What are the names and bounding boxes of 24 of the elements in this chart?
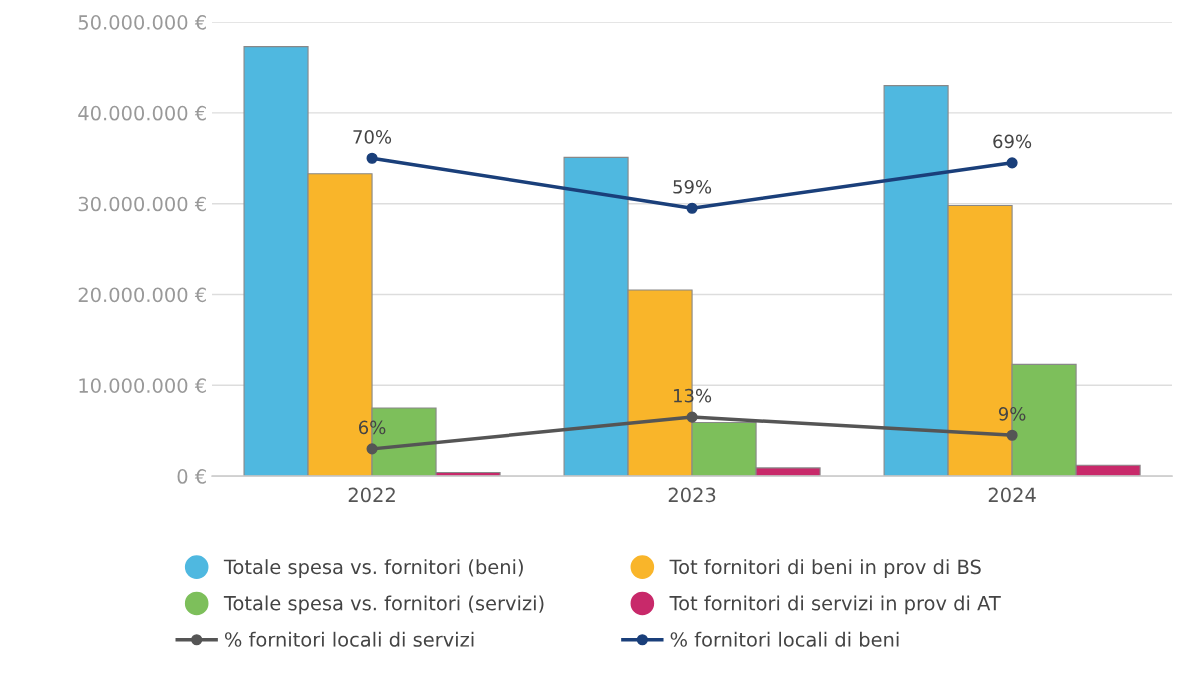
data-label: 69% bbox=[993, 134, 1032, 149]
data-label: 59% bbox=[673, 179, 712, 194]
legend-label: % fornitori locali di servizi bbox=[224, 631, 474, 647]
x-tick-label: 2024 bbox=[988, 487, 1036, 503]
y-tick-label: 40.000.000 € bbox=[78, 105, 206, 121]
legend-label: Totale spesa vs. fornitori (servizi) bbox=[223, 595, 544, 615]
x-tick-label: 2022 bbox=[348, 487, 395, 503]
legend-label: % fornitori locali di beni bbox=[670, 631, 899, 647]
point bbox=[1006, 429, 1018, 441]
data-label: 70% bbox=[353, 130, 392, 144]
point bbox=[686, 411, 698, 423]
legend-label: Tot fornitori di beni in prov di BS bbox=[669, 559, 981, 578]
y-tick-label: 10.000.000 € bbox=[79, 378, 206, 393]
y-tick-label: 50.000.000 € bbox=[78, 15, 206, 30]
y-tick-label: 0 € bbox=[177, 469, 206, 484]
point bbox=[366, 443, 378, 455]
legend-label: Tot fornitori di servizi in prov di AT bbox=[669, 595, 1001, 615]
point bbox=[366, 152, 378, 164]
point bbox=[686, 202, 698, 214]
legend-label: Totale spesa vs. fornitori (beni) bbox=[223, 559, 523, 578]
y-tick-label: 30.000.000 € bbox=[78, 196, 206, 212]
y-tick-label: 20.000.000 € bbox=[78, 287, 206, 303]
point bbox=[1006, 157, 1018, 169]
x-tick-label: 2023 bbox=[668, 487, 716, 503]
